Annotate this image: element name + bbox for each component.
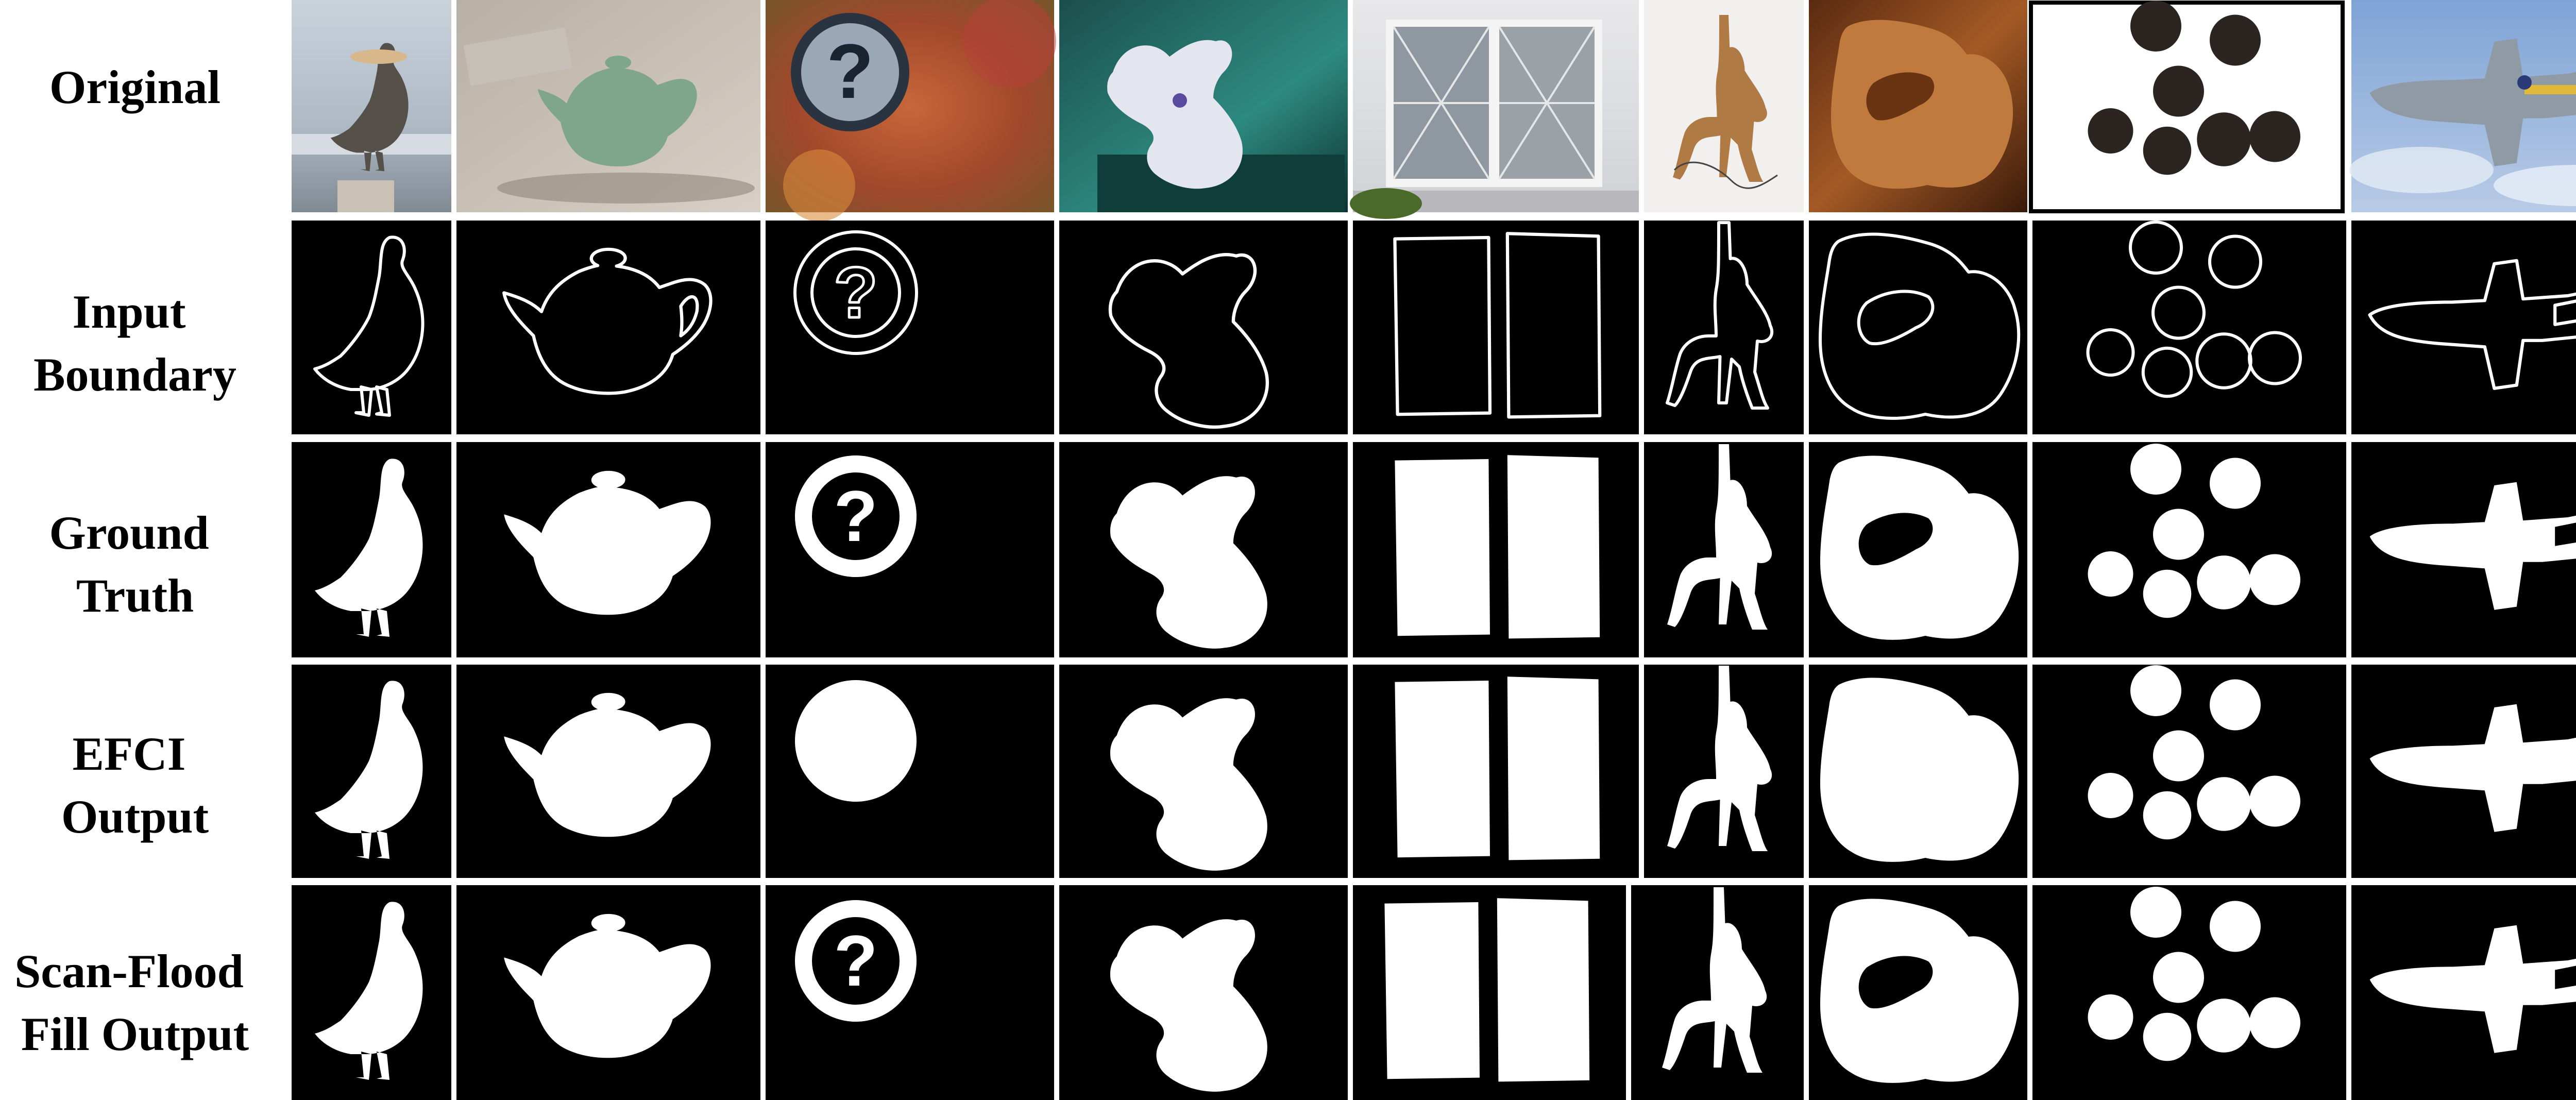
original-image-teapot	[456, 0, 760, 212]
boundary-question-sign: ?	[793, 230, 918, 355]
row-input-boundary: ?	[292, 221, 2576, 434]
original-image-mannequin-closeup	[1809, 0, 2027, 212]
gt-question-sign: ?	[795, 455, 917, 577]
row-original: ?	[292, 0, 2576, 222]
row-label-ground-truth: Ground Truth	[49, 506, 221, 622]
original-image-window	[1350, 0, 1639, 219]
efci-question-sign	[795, 680, 917, 802]
row-efci-output	[292, 665, 2576, 878]
original-image-peppercorns	[2029, 0, 2346, 213]
mask-panels-boundary	[292, 221, 2576, 434]
row-label-input-boundary: Input Boundary	[33, 285, 236, 401]
row-label-original: Original	[49, 61, 221, 113]
svg-text:?: ?	[826, 28, 874, 114]
original-image-jet-aircraft	[2349, 0, 2576, 212]
svg-text:?: ?	[834, 252, 878, 333]
row-labels: Original Input Boundary Ground Truth EFC…	[14, 61, 256, 1060]
original-image-whale-toy	[1059, 0, 1348, 212]
row-ground-truth: ?	[292, 442, 2576, 657]
row-label-efci-output: EFCI Output	[61, 727, 209, 843]
original-image-question-sign: ?	[766, 0, 1056, 222]
original-image-mannequin-drawing	[1644, 0, 1804, 212]
original-image-pelican	[292, 0, 451, 212]
svg-text:?: ?	[834, 476, 878, 556]
row-scan-flood-fill-output: ?	[292, 885, 2576, 1100]
sff-question-sign: ?	[795, 900, 917, 1022]
svg-text:?: ?	[834, 920, 878, 1001]
row-label-scan-flood-output: Scan-Flood Fill Output	[14, 945, 256, 1060]
